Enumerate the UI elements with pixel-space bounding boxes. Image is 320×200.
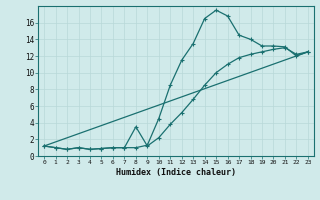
X-axis label: Humidex (Indice chaleur): Humidex (Indice chaleur) xyxy=(116,168,236,177)
